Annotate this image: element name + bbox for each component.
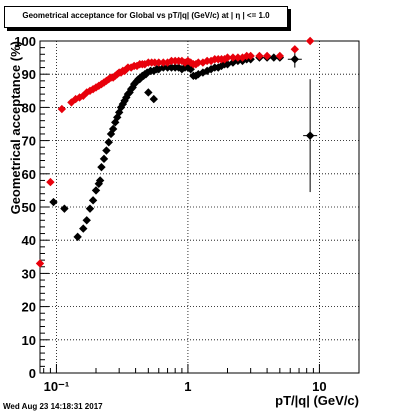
y-tick-label: 70 — [22, 134, 36, 149]
data-point — [79, 224, 88, 233]
data-point — [106, 129, 116, 139]
data-point — [194, 58, 203, 67]
y-tick-label: 30 — [22, 266, 36, 281]
data-point — [186, 58, 195, 67]
data-point — [228, 53, 238, 62]
y-tick-label: 10 — [22, 333, 36, 348]
data-point — [82, 216, 91, 225]
data-point — [255, 51, 264, 61]
axis-ticks — [40, 40, 360, 374]
data-point — [159, 58, 168, 67]
data-point — [120, 96, 129, 105]
data-points — [35, 36, 315, 268]
data-point — [75, 93, 84, 102]
y-tick-label: 100 — [14, 34, 36, 49]
data-point — [125, 88, 134, 97]
data-point — [140, 60, 150, 69]
data-point — [88, 84, 98, 94]
data-point — [305, 36, 315, 46]
y-tick-label: 40 — [22, 233, 36, 248]
data-point — [214, 63, 223, 72]
data-point — [73, 232, 82, 242]
data-point — [99, 154, 109, 164]
data-point — [290, 45, 300, 54]
data-point — [49, 197, 58, 207]
data-point — [223, 53, 232, 62]
x-tick-label: 1 — [184, 379, 191, 394]
data-point — [85, 204, 95, 213]
data-point — [149, 94, 158, 104]
chart-title: Geometrical acceptance for Global vs pT/… — [22, 11, 270, 20]
y-tick-label: 90 — [22, 67, 36, 82]
data-point — [269, 53, 279, 62]
data-point — [88, 196, 98, 205]
tick-labels: 0 10 20 30 40 50 60 70 80 90 100 10⁻¹ 1 10 — [14, 34, 326, 394]
y-tick-label: 60 — [22, 167, 36, 182]
data-point — [85, 86, 95, 95]
data-point — [91, 186, 101, 195]
data-point — [35, 259, 45, 268]
data-point — [233, 53, 243, 62]
data-point — [198, 58, 208, 67]
data-point — [108, 124, 118, 134]
y-tick-label: 50 — [22, 200, 36, 215]
y-tick-label: 80 — [22, 100, 36, 115]
data-point — [111, 118, 120, 127]
data-point — [57, 104, 67, 114]
y-axis-label: Geometrical acceptance (%) — [8, 41, 23, 214]
x-tick-label: 10 — [312, 379, 326, 394]
data-point — [174, 63, 183, 72]
data-point — [159, 63, 168, 72]
data-point — [246, 51, 255, 61]
data-point — [128, 83, 137, 92]
data-point — [71, 94, 80, 104]
x-tick-label: 10⁻¹ — [44, 379, 70, 394]
data-point — [46, 177, 55, 187]
data-point — [114, 108, 124, 117]
data-point — [102, 146, 111, 155]
y-tick-label: 20 — [22, 300, 36, 315]
data-point — [118, 99, 128, 109]
data-point — [97, 162, 106, 172]
x-axis-label: pT/|q| (GeV/c) — [275, 393, 359, 408]
data-point — [223, 60, 232, 69]
timestamp: Wed Aug 23 14:18:31 2017 — [3, 402, 103, 411]
chart-title-box: Geometrical acceptance for Global vs pT/… — [4, 6, 288, 28]
data-point — [186, 65, 195, 74]
data-point — [198, 68, 208, 77]
data-point — [202, 66, 212, 76]
data-point — [149, 66, 158, 76]
data-point — [82, 88, 91, 97]
data-point — [116, 103, 126, 112]
data-point — [95, 176, 105, 185]
data-point — [104, 138, 113, 147]
data-point — [60, 204, 69, 213]
data-point — [290, 55, 300, 64]
error-bars — [287, 50, 318, 193]
data-point — [144, 88, 153, 97]
data-point — [305, 131, 315, 140]
data-point — [275, 51, 285, 61]
grid-lines — [40, 41, 359, 373]
data-point — [154, 58, 163, 67]
data-point — [262, 51, 272, 61]
data-point — [91, 83, 101, 92]
data-point — [154, 65, 163, 74]
data-point — [206, 65, 216, 74]
y-tick-label: 0 — [29, 366, 36, 381]
